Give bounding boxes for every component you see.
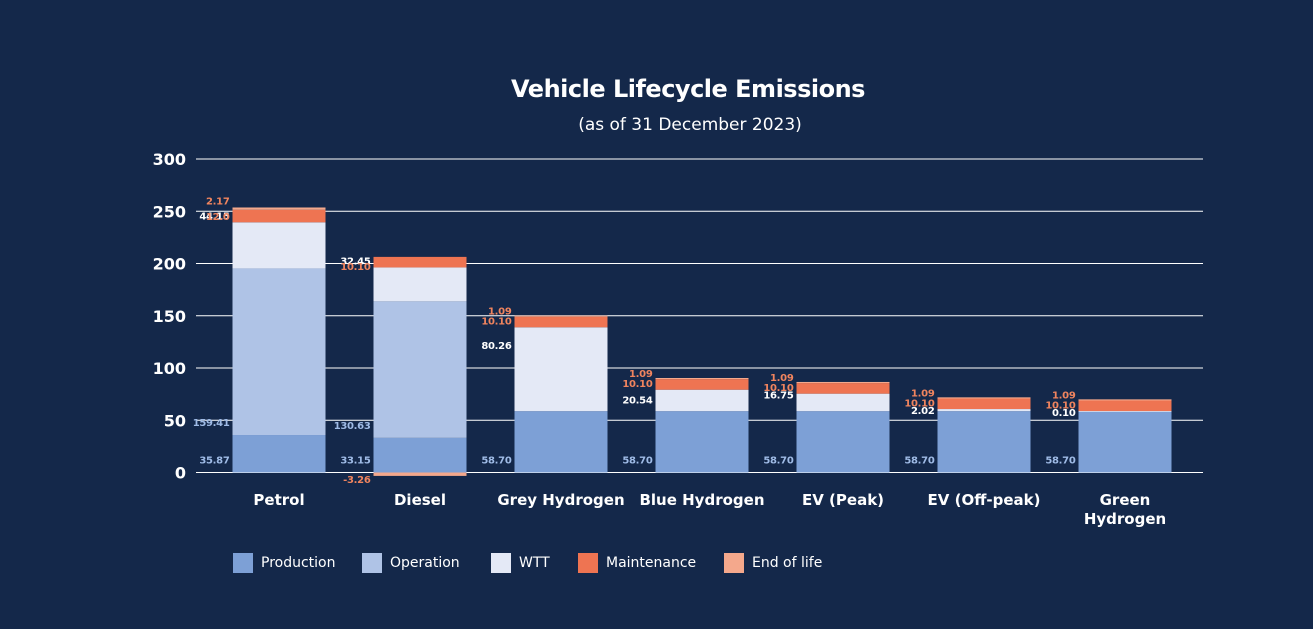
y-tick-label: 300 xyxy=(153,150,186,169)
legend-label: WTT xyxy=(519,555,550,571)
data-label-operation: 159.41 xyxy=(193,418,230,429)
bar-segment-maintenance xyxy=(232,209,326,223)
y-tick-label: 0 xyxy=(175,464,186,483)
bar-segment-maintenance xyxy=(1078,400,1172,412)
bar-segment-operation xyxy=(373,301,467,438)
legend-label: Operation xyxy=(390,555,460,571)
x-tick-label: EV (Peak) xyxy=(802,491,884,509)
bar-segment-end-of-life xyxy=(514,315,608,317)
data-label-wtt: 16.75 xyxy=(763,391,793,402)
bar-segment-maintenance xyxy=(373,256,467,268)
data-label-wtt: 0.10 xyxy=(1052,408,1076,419)
legend-item-maintenance: Maintenance xyxy=(578,553,696,573)
x-tick-label: Diesel xyxy=(394,491,446,509)
bar-segment-production xyxy=(796,411,890,473)
data-label-production: 35.87 xyxy=(199,456,229,467)
bar-segment-wtt xyxy=(796,393,890,412)
legend-label: Production xyxy=(261,555,335,571)
data-label-end-of-life: 1.09 xyxy=(488,307,512,318)
bar-segment-production xyxy=(514,411,608,473)
data-label-maintenance: 10.10 xyxy=(763,383,793,394)
bar-segment-end-of-life xyxy=(232,207,326,210)
bar-segment-maintenance xyxy=(796,383,890,394)
legend-swatch xyxy=(724,553,744,573)
x-tick-label: Green xyxy=(1100,491,1151,509)
data-label-production: 58.70 xyxy=(904,456,934,467)
bar-segment-maintenance xyxy=(937,398,1031,410)
data-label-end-of-life: 1.09 xyxy=(770,373,794,384)
legend-swatch xyxy=(233,553,253,573)
data-label-maintenance: 12.0 xyxy=(206,212,230,223)
bar-segment-production xyxy=(373,437,467,473)
y-tick-label: 100 xyxy=(153,359,186,378)
x-tick-label: Petrol xyxy=(253,491,304,509)
bar-segment-wtt xyxy=(232,222,326,269)
legend-item-end-of-life: End of life xyxy=(724,553,822,573)
bar-segment-wtt xyxy=(1078,411,1172,412)
data-label-operation: 130.63 xyxy=(334,421,371,432)
data-label-wtt: 32.45 xyxy=(340,256,370,267)
data-label-production: 58.70 xyxy=(481,456,511,467)
data-label-end-of-life: 1.09 xyxy=(1052,390,1076,401)
x-axis-ticks: Petrol Diesel Grey Hydrogen Blue Hydrogen EV… xyxy=(253,491,1166,528)
data-label-production: 58.70 xyxy=(1045,456,1075,467)
bar-segment-production xyxy=(655,411,749,473)
data-label-maintenance: 10.10 xyxy=(1045,400,1075,411)
data-label-wtt: 20.54 xyxy=(622,396,652,407)
bar-segment-maintenance xyxy=(655,379,749,390)
data-label-maintenance: 10.10 xyxy=(622,379,652,390)
y-tick-label: 250 xyxy=(153,202,186,221)
bar-segment-production xyxy=(232,435,326,473)
bar-segment-production xyxy=(1078,411,1172,473)
bar-segment-end-of-life xyxy=(373,472,467,476)
bar-segment-wtt xyxy=(937,409,1031,412)
chart-subtitle: (as of 31 December 2023) xyxy=(578,115,802,135)
data-label-production: 33.15 xyxy=(340,456,370,467)
y-tick-label: 50 xyxy=(164,411,186,430)
data-label-wtt: 2.02 xyxy=(911,406,935,417)
data-label-production: 58.70 xyxy=(763,456,793,467)
bar-segment-wtt xyxy=(514,327,608,412)
legend-item-wtt: WTT xyxy=(491,553,550,573)
x-tick-label: Blue Hydrogen xyxy=(639,491,764,509)
bar-segment-wtt xyxy=(655,389,749,412)
legend-label: End of life xyxy=(752,555,822,571)
legend-swatch xyxy=(491,553,511,573)
data-label-wtt: 80.26 xyxy=(481,341,511,352)
x-tick-label: EV (Off-peak) xyxy=(928,491,1041,509)
legend-swatch xyxy=(578,553,598,573)
data-label-end-of-life: 2.17 xyxy=(206,196,230,207)
y-tick-label: 150 xyxy=(153,307,186,326)
bar-segment-end-of-life xyxy=(1078,399,1172,401)
chart-title: Vehicle Lifecycle Emissions xyxy=(511,75,865,103)
bar-segment-production xyxy=(937,411,1031,473)
bar-segment-operation xyxy=(232,268,326,436)
data-label-end-of-life: 1.09 xyxy=(911,388,935,399)
data-label-maintenance: 10.10 xyxy=(481,317,511,328)
legend-item-production: Production xyxy=(233,553,335,573)
x-tick-label: Hydrogen xyxy=(1084,510,1166,528)
legend-swatch xyxy=(362,553,382,573)
bar-segment-wtt xyxy=(373,267,467,302)
data-label-maintenance: 10.10 xyxy=(904,398,934,409)
bars xyxy=(232,207,1172,476)
bar-segment-end-of-life xyxy=(655,378,749,380)
y-axis-ticks: 300 250 200 150 100 50 0 xyxy=(153,150,186,483)
data-label-maintenance: 10.10 xyxy=(340,262,370,273)
data-label-wtt: 44.15 xyxy=(199,211,229,222)
x-tick-label: Grey Hydrogen xyxy=(497,491,624,509)
data-label-end-of-life: 1.09 xyxy=(629,369,653,380)
legend: Production Operation WTT Maintenance End of … xyxy=(233,553,822,573)
y-tick-label: 200 xyxy=(153,255,186,274)
legend-label: Maintenance xyxy=(606,555,696,571)
legend-item-operation: Operation xyxy=(362,553,460,573)
data-label-production: 58.70 xyxy=(622,456,652,467)
bar-segment-end-of-life xyxy=(937,397,1031,399)
bar-segment-end-of-life xyxy=(796,381,890,384)
bar-segment-maintenance xyxy=(514,316,608,328)
data-label-end-of-life: -3.26 xyxy=(343,475,371,486)
